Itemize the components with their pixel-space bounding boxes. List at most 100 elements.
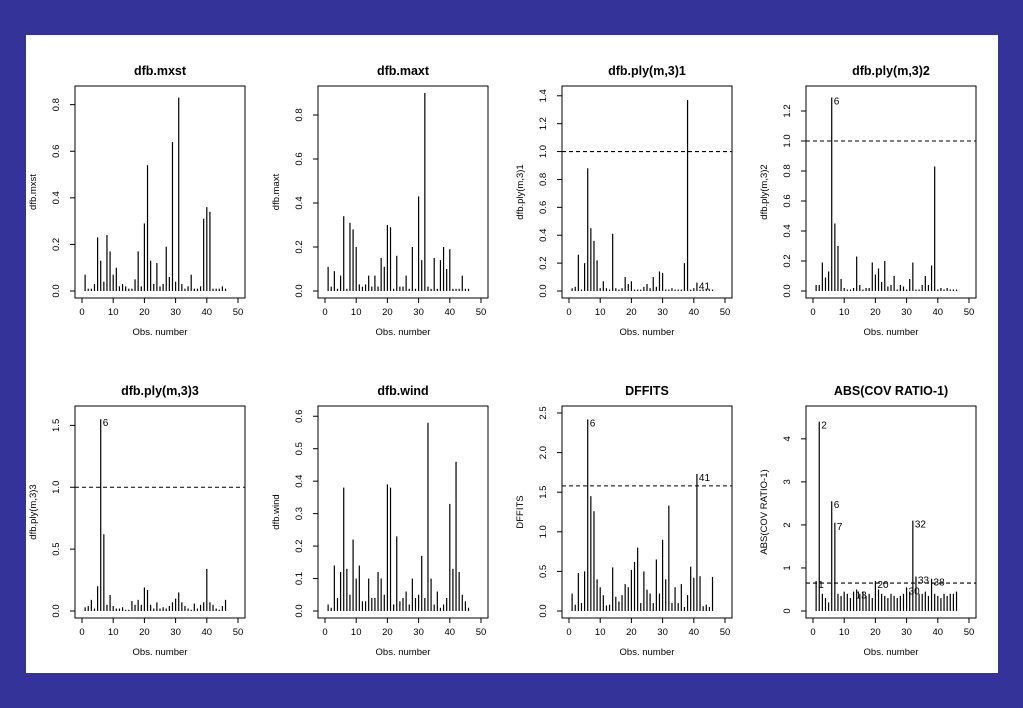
obs-annotation-label: 6 <box>834 500 840 511</box>
x-axis-label: Obs. number <box>133 647 188 658</box>
y-tick-label: 1.0 <box>782 134 793 147</box>
x-axis-label: Obs. number <box>864 327 919 338</box>
x-axis-label: Obs. number <box>376 327 431 338</box>
obs-annotation-label: 6 <box>590 418 596 429</box>
y-tick-label: 2 <box>782 522 793 527</box>
y-axis-label: dfb.mxst <box>28 174 39 210</box>
obs-annotation-label: 1 <box>818 580 824 591</box>
y-tick-label: 1.5 <box>538 486 549 499</box>
plot-frame <box>561 405 733 619</box>
x-tick-label: 20 <box>382 307 393 318</box>
x-tick-label: 40 <box>445 307 456 318</box>
x-tick-label: 30 <box>170 627 181 638</box>
x-tick-label: 50 <box>720 307 731 318</box>
obs-annotation-label: 7 <box>837 522 843 533</box>
y-tick-label: 1 <box>782 565 793 570</box>
figure-canvas: dfb.mxst Obs. number dfb.mxst 0 10 20 30 40 50 0.… <box>26 35 998 673</box>
chart-title: dfb.wind <box>377 384 428 398</box>
chart-panel: dfb.ply(m,3)2 Obs. number dfb.ply(m,3)2 0 10… <box>759 64 977 338</box>
chart-panel: dfb.mxst Obs. number dfb.mxst 0 10 20 30 40 50 0.… <box>28 64 246 338</box>
obs-annotation-label: 38 <box>934 578 946 589</box>
plot-frame <box>805 405 977 619</box>
y-tick-label: 0.6 <box>294 410 305 423</box>
y-tick-label: 0.3 <box>294 507 305 520</box>
plot-frame <box>74 85 246 299</box>
x-tick-label: 10 <box>595 627 606 638</box>
x-tick-label: 0 <box>810 627 815 638</box>
y-tick-label: 0.4 <box>782 224 793 237</box>
y-tick-label: 0.6 <box>51 145 62 158</box>
y-tick-label: 0.2 <box>294 240 305 253</box>
x-tick-label: 30 <box>901 307 912 318</box>
plot-frame <box>317 405 489 619</box>
chart-title: dfb.ply(m,3)1 <box>608 64 686 78</box>
x-tick-label: 0 <box>810 307 815 318</box>
x-tick-label: 40 <box>933 307 944 318</box>
x-tick-label: 10 <box>839 627 850 638</box>
y-tick-label: 1.5 <box>51 419 62 432</box>
y-tick-label: 1.2 <box>782 104 793 117</box>
y-axis-label: dfb.wind <box>271 494 282 529</box>
y-tick-label: 0.5 <box>51 543 62 556</box>
x-tick-label: 20 <box>382 627 393 638</box>
plot-frame <box>74 405 246 619</box>
y-axis-label: dfb.ply(m,3)3 <box>28 484 39 539</box>
y-tick-label: 0.5 <box>538 565 549 578</box>
y-tick-label: 3 <box>782 479 793 484</box>
y-tick-label: 0.8 <box>51 98 62 111</box>
y-tick-label: 0.0 <box>51 284 62 297</box>
y-tick-label: 0 <box>782 608 793 613</box>
x-tick-label: 0 <box>79 307 84 318</box>
chart-panel: dfb.ply(m,3)1 Obs. number dfb.ply(m,3)1 0 10… <box>515 64 733 338</box>
x-tick-label: 10 <box>108 627 119 638</box>
obs-annotation-label: 32 <box>915 520 927 531</box>
y-tick-label: 0.8 <box>538 173 549 186</box>
x-tick-label: 40 <box>689 627 700 638</box>
obs-annotation-label: 33 <box>918 576 930 587</box>
x-tick-label: 40 <box>202 307 213 318</box>
chart-title: dfb.maxt <box>377 64 430 78</box>
x-tick-label: 30 <box>657 307 668 318</box>
x-tick-label: 20 <box>870 307 881 318</box>
obs-annotation-label: 6 <box>834 97 840 108</box>
y-tick-label: 0.1 <box>294 572 305 585</box>
obs-annotation-label: 6 <box>103 418 109 429</box>
x-tick-label: 50 <box>233 307 244 318</box>
y-tick-label: 1.4 <box>538 89 549 102</box>
x-axis-label: Obs. number <box>620 327 675 338</box>
chart-panel: dfb.wind Obs. number dfb.wind 0 10 20 30 40 50 0.… <box>271 384 489 658</box>
chart-title: dfb.mxst <box>134 64 187 78</box>
x-tick-label: 30 <box>657 627 668 638</box>
x-tick-label: 40 <box>445 627 456 638</box>
chart-panel: ABS(COV RATIO-1) Obs. number ABS(COV RATIO… <box>759 384 977 658</box>
plot-frame <box>561 85 733 299</box>
x-tick-label: 30 <box>170 307 181 318</box>
y-axis-label: ABS(COV RATIO-1) <box>759 469 770 554</box>
chart-title: dfb.ply(m,3)3 <box>121 384 199 398</box>
y-tick-label: 0.2 <box>538 257 549 270</box>
x-tick-label: 20 <box>626 307 637 318</box>
y-tick-label: 4 <box>782 436 793 441</box>
x-tick-label: 30 <box>413 307 424 318</box>
chart-title: ABS(COV RATIO-1) <box>834 384 948 398</box>
obs-annotation-label: 30 <box>909 586 921 597</box>
x-tick-label: 0 <box>566 307 571 318</box>
x-tick-label: 0 <box>566 627 571 638</box>
x-tick-label: 40 <box>202 627 213 638</box>
x-tick-label: 50 <box>964 307 975 318</box>
x-axis-label: Obs. number <box>864 647 919 658</box>
x-tick-label: 10 <box>351 307 362 318</box>
chart-panel: dfb.maxt Obs. number dfb.maxt 0 10 20 30 40 50 0.… <box>271 64 489 338</box>
y-tick-label: 0.4 <box>51 191 62 204</box>
y-tick-label: 2.5 <box>538 406 549 419</box>
y-tick-label: 0.0 <box>538 604 549 617</box>
obs-annotation-label: 20 <box>877 580 889 591</box>
y-tick-label: 1.0 <box>51 481 62 494</box>
x-tick-label: 10 <box>351 627 362 638</box>
x-tick-label: 30 <box>413 627 424 638</box>
y-tick-label: 0.5 <box>294 442 305 455</box>
y-tick-label: 0.0 <box>782 284 793 297</box>
y-tick-label: 0.6 <box>294 152 305 165</box>
y-tick-label: 0.0 <box>538 284 549 297</box>
